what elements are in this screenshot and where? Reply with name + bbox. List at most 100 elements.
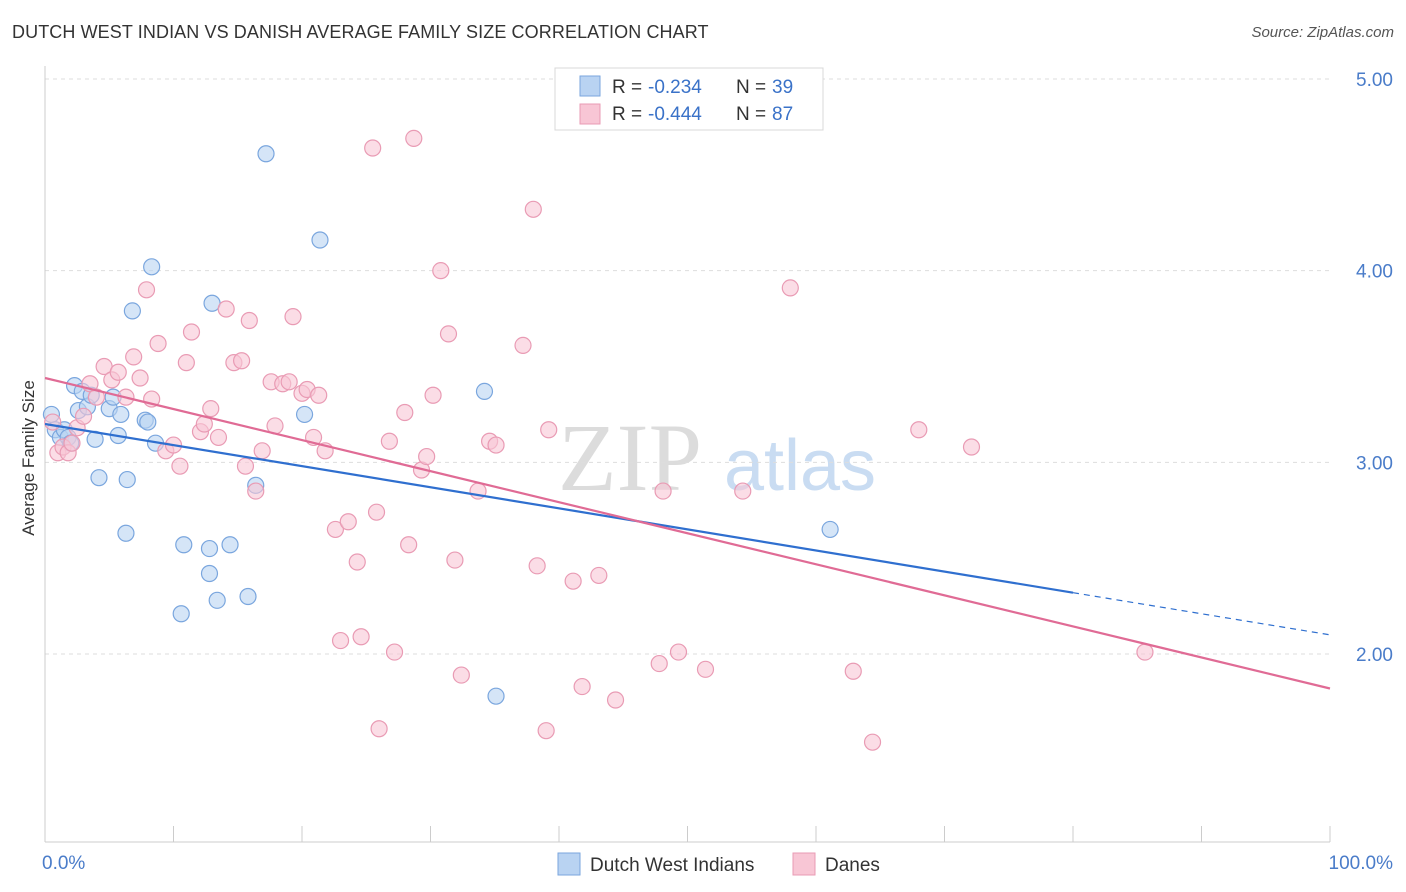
- point-danes: [537, 722, 555, 740]
- point-dutch-west-indians: [117, 524, 135, 542]
- bottom-legend: Dutch West Indians Danes: [557, 852, 880, 876]
- point-danes: [734, 482, 752, 500]
- point-dutch-west-indians: [143, 258, 161, 276]
- point-danes: [348, 553, 366, 571]
- point-danes: [606, 691, 625, 709]
- point-danes: [370, 720, 388, 738]
- point-dutch-west-indians: [200, 539, 219, 558]
- point-danes: [439, 325, 458, 343]
- trend-line-dutch-west-indians-extrapolated: [1072, 592, 1331, 636]
- point-danes: [236, 457, 255, 475]
- point-danes: [217, 300, 235, 318]
- source-label: Source: ZipAtlas.com: [1251, 24, 1394, 41]
- x-tick-label-max: 100.0%: [1329, 853, 1394, 874]
- point-danes: [418, 447, 436, 466]
- point-danes: [696, 660, 715, 678]
- point-danes: [331, 631, 350, 650]
- legend-n-value-pink: 87: [772, 104, 793, 125]
- bottom-legend-swatch-blue: [557, 852, 581, 876]
- point-danes: [125, 348, 143, 366]
- bottom-legend-label-blue: Dutch West Indians: [590, 855, 754, 876]
- point-danes: [487, 436, 505, 454]
- point-danes: [405, 129, 423, 148]
- y-tick-label: 5.00: [1356, 70, 1393, 91]
- legend-r-value-blue: -0.234: [648, 77, 702, 98]
- point-danes: [863, 733, 882, 751]
- point-danes: [284, 308, 302, 326]
- point-danes: [74, 407, 93, 425]
- point-dutch-west-indians: [172, 605, 190, 623]
- legend-n-label-pink: N =: [736, 104, 766, 125]
- chart-title: DUTCH WEST INDIAN VS DANISH AVERAGE FAMI…: [12, 22, 709, 42]
- trend-lines: [44, 376, 1331, 690]
- bottom-legend-swatch-pink: [792, 852, 816, 876]
- point-dutch-west-indians: [311, 231, 329, 249]
- point-dutch-west-indians: [200, 564, 219, 583]
- point-danes: [247, 482, 265, 500]
- point-danes: [364, 139, 382, 157]
- point-danes: [182, 323, 201, 341]
- point-danes: [650, 654, 668, 673]
- legend-r-label-blue: R =: [612, 77, 642, 98]
- legend-swatch-pink: [579, 103, 601, 125]
- point-danes: [310, 386, 328, 404]
- point-danes: [171, 457, 189, 475]
- point-danes: [367, 503, 386, 521]
- point-dutch-west-indians: [139, 413, 157, 431]
- x-tick-label-min: 0.0%: [42, 853, 85, 874]
- point-dutch-west-indians: [239, 587, 257, 606]
- point-danes: [149, 334, 167, 353]
- point-danes: [109, 363, 127, 381]
- point-dutch-west-indians: [475, 382, 494, 401]
- point-danes: [432, 262, 450, 280]
- point-danes: [87, 388, 106, 406]
- point-danes: [524, 200, 542, 218]
- series-dutch-west-indians: [42, 145, 839, 705]
- legend-r-label-pink: R =: [612, 104, 642, 125]
- point-danes: [540, 421, 558, 439]
- series-danes: [44, 129, 1154, 751]
- point-danes: [280, 373, 298, 391]
- point-danes: [44, 413, 62, 431]
- point-danes: [396, 403, 414, 422]
- point-dutch-west-indians: [821, 520, 839, 539]
- y-tick-label: 4.00: [1356, 262, 1393, 283]
- point-danes: [253, 442, 271, 460]
- point-danes: [962, 438, 981, 456]
- point-danes: [1136, 643, 1154, 661]
- point-danes: [654, 482, 672, 500]
- point-danes: [528, 557, 546, 575]
- point-danes: [446, 551, 464, 569]
- y-tick-label: 3.00: [1356, 453, 1393, 474]
- point-danes: [380, 432, 398, 450]
- legend-n-value-blue: 39: [772, 77, 793, 98]
- point-dutch-west-indians: [123, 302, 141, 320]
- y-tick-label: 2.00: [1356, 645, 1393, 666]
- point-dutch-west-indians: [175, 536, 193, 554]
- point-danes: [131, 369, 149, 387]
- point-danes: [573, 677, 591, 696]
- point-danes: [326, 520, 345, 539]
- watermark-zip: ZIP: [558, 404, 702, 511]
- point-danes: [137, 281, 156, 299]
- point-dutch-west-indians: [487, 687, 505, 705]
- legend-r-value-pink: -0.444: [648, 104, 702, 125]
- point-danes: [352, 628, 370, 646]
- legend-swatch-blue: [579, 75, 601, 97]
- point-danes: [202, 400, 220, 418]
- point-dutch-west-indians: [90, 469, 108, 487]
- point-danes: [452, 666, 470, 684]
- y-axis-label: Average Family Size: [19, 380, 38, 536]
- point-danes: [564, 572, 582, 590]
- point-danes: [385, 643, 404, 661]
- point-dutch-west-indians: [112, 405, 130, 424]
- axes: 2.00 3.00 4.00 5.00 0.0% 100.0%: [42, 66, 1393, 874]
- point-dutch-west-indians: [118, 470, 136, 489]
- point-danes: [177, 354, 195, 372]
- bottom-legend-label-pink: Danes: [825, 855, 880, 876]
- point-danes: [400, 536, 418, 554]
- point-danes: [233, 352, 251, 370]
- legend: R = -0.234 N = 39 R = -0.444 N = 87: [554, 67, 824, 131]
- point-danes: [424, 386, 442, 404]
